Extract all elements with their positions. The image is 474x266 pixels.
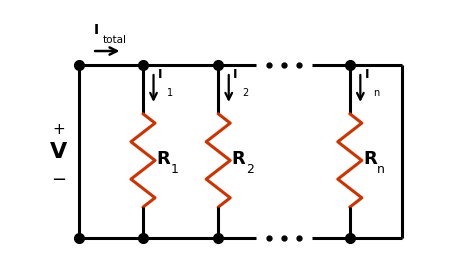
Text: 2: 2 xyxy=(242,88,248,98)
Text: I: I xyxy=(158,68,163,81)
Text: n: n xyxy=(374,88,380,98)
Text: total: total xyxy=(102,35,127,45)
Text: R: R xyxy=(363,150,377,168)
Text: R: R xyxy=(231,150,245,168)
Text: −: − xyxy=(51,171,66,189)
Text: I: I xyxy=(365,68,369,81)
Text: 1: 1 xyxy=(171,163,178,176)
Text: R: R xyxy=(156,150,170,168)
Text: +: + xyxy=(52,122,65,137)
Text: n: n xyxy=(377,163,385,176)
Text: V: V xyxy=(50,142,67,162)
Text: I: I xyxy=(94,23,99,37)
Text: 2: 2 xyxy=(246,163,254,176)
Text: 1: 1 xyxy=(167,88,173,98)
Text: I: I xyxy=(233,68,238,81)
